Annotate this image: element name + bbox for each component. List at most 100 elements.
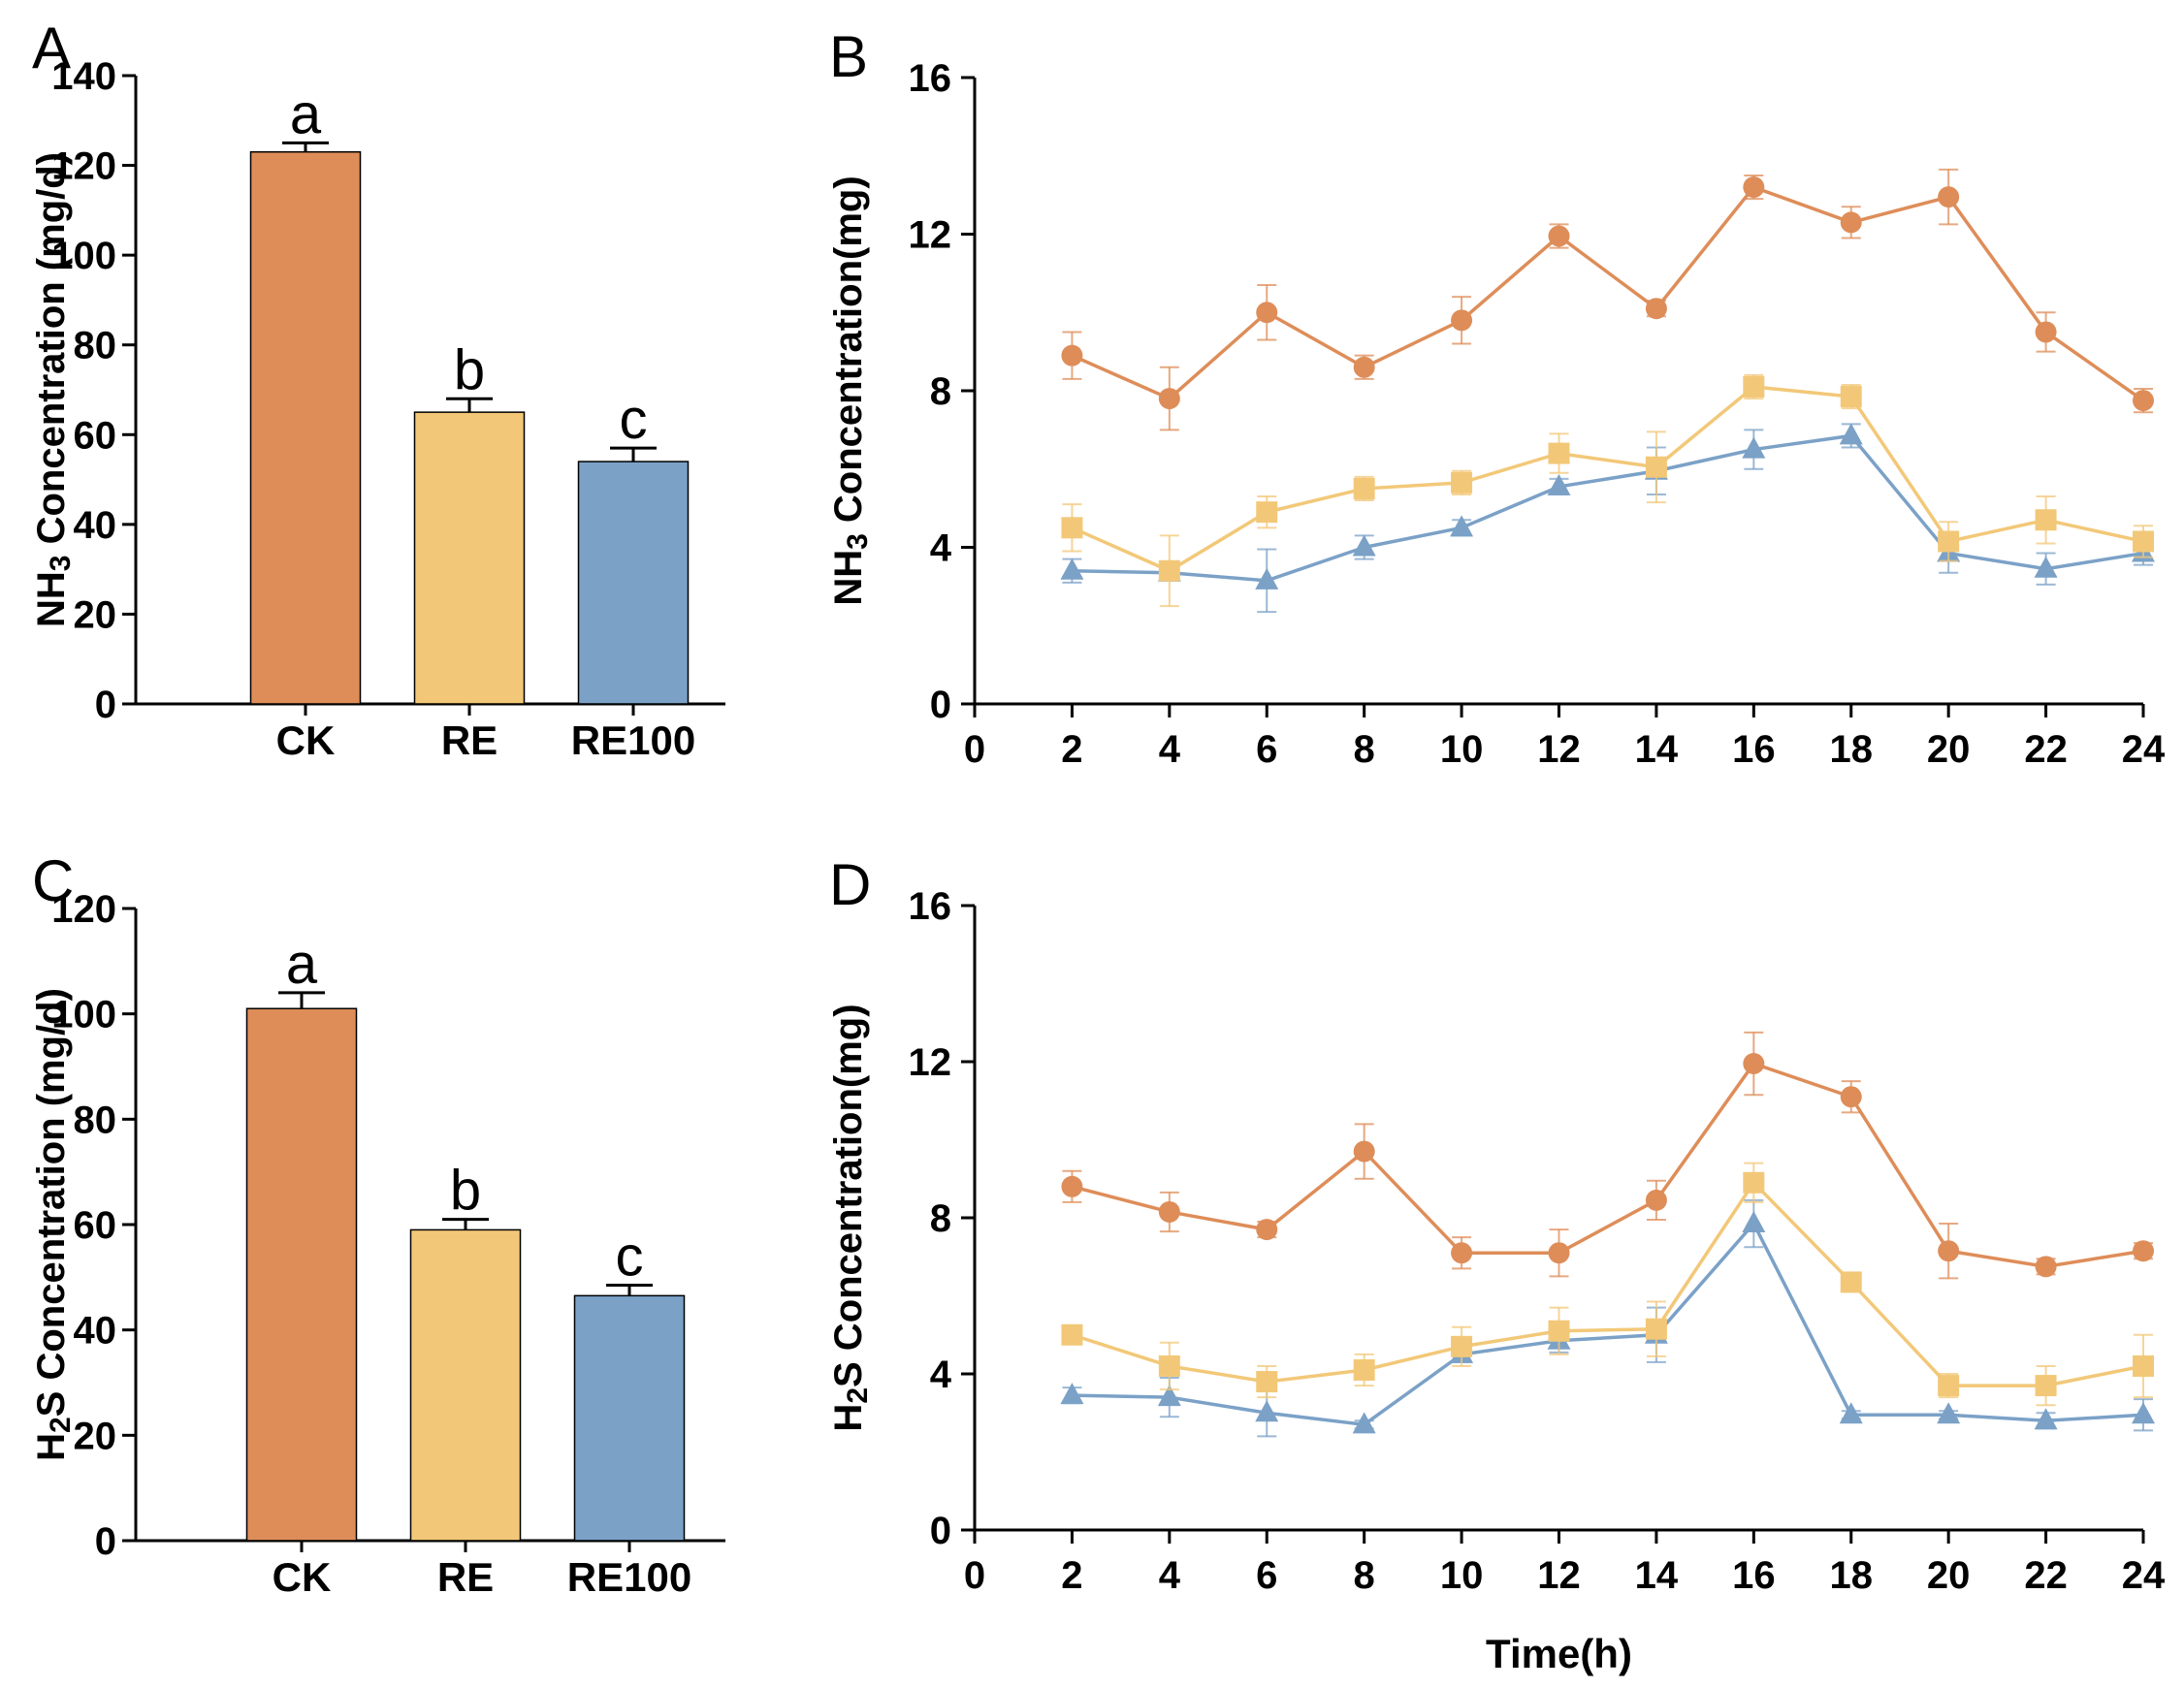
y-tick-label: 0 <box>95 684 116 726</box>
data-point <box>1060 1383 1084 1405</box>
data-point <box>1256 1371 1278 1393</box>
y-tick-label: 80 <box>74 1099 117 1141</box>
data-point <box>1938 186 1960 208</box>
panel-label: B <box>829 24 868 89</box>
data-point <box>1255 1400 1279 1422</box>
significance-letter: b <box>450 1160 481 1223</box>
data-point <box>2035 321 2057 343</box>
x-tick-label: 12 <box>1537 1554 1581 1597</box>
significance-letter: a <box>290 82 322 145</box>
data-point <box>1839 423 1863 445</box>
significance-letter: a <box>286 933 318 996</box>
x-tick-label: RE <box>437 1554 494 1600</box>
data-point <box>1061 517 1083 539</box>
x-tick-label: 24 <box>2122 728 2166 771</box>
panel-C: C 0 20 40 60 80 100 120 a CK b RE c RE100 H2S Concentr… <box>30 848 725 1600</box>
data-point <box>1840 1271 1862 1293</box>
series-line <box>1071 385 2144 573</box>
y-tick-label: 100 <box>51 235 116 277</box>
x-tick-label: CK <box>273 1554 332 1600</box>
data-point <box>2133 1240 2154 1262</box>
y-axis-title: NH3 Concentration(mg) <box>827 175 874 605</box>
data-point <box>1548 1242 1570 1264</box>
data-point <box>1061 1175 1083 1197</box>
data-point <box>1451 1242 1473 1264</box>
data-point <box>1353 356 1375 378</box>
data-point <box>1451 1335 1473 1357</box>
data-point <box>2133 530 2154 553</box>
x-tick-label: 14 <box>1635 728 1679 771</box>
data-point <box>1256 302 1278 324</box>
x-tick-label: 6 <box>1256 728 1277 771</box>
x-tick-label: 20 <box>1927 1554 1971 1597</box>
data-point <box>1157 1385 1181 1407</box>
x-tick-label: 4 <box>1159 728 1181 771</box>
data-point <box>1158 1354 1180 1377</box>
x-tick-label: 12 <box>1537 728 1581 771</box>
bar-RE <box>413 411 526 705</box>
x-tick-label: 10 <box>1440 1554 1484 1597</box>
y-tick-label: 40 <box>74 1310 117 1353</box>
y-tick-label: 16 <box>909 57 952 100</box>
data-point <box>1548 442 1570 464</box>
y-tick-label: 80 <box>74 325 117 367</box>
y-tick-label: 100 <box>51 994 116 1036</box>
x-tick-label: 4 <box>1159 1554 1181 1597</box>
series-RE100 <box>1060 423 2155 614</box>
series-line <box>1072 1220 2144 1427</box>
series-CK <box>1061 1031 2154 1280</box>
x-tick-label: 18 <box>1830 1554 1874 1597</box>
data-point <box>2035 509 2057 531</box>
y-tick-label: 40 <box>74 504 117 547</box>
data-point <box>1352 534 1376 557</box>
series-line <box>1071 1180 2144 1387</box>
data-point <box>1743 1053 1765 1075</box>
data-point <box>1451 471 1473 494</box>
significance-letter: b <box>454 338 485 401</box>
data-point <box>1742 436 1766 459</box>
data-point <box>1743 176 1765 199</box>
data-point <box>2133 390 2154 412</box>
series-RE <box>1061 373 2154 608</box>
x-tick-label: CK <box>276 717 336 763</box>
data-point <box>2132 1402 2155 1424</box>
y-axis-title: H2S Concentration (mg/d) <box>30 988 77 1461</box>
y-tick-label: 120 <box>51 888 116 931</box>
x-tick-label: RE100 <box>567 1554 691 1600</box>
data-point <box>1158 1200 1180 1223</box>
x-axis-title: Time(h) <box>1486 1631 1632 1676</box>
panel-A: A 0 20 40 60 80 100 120 140 a CK b RE c RE100 NH3 Conce… <box>30 16 725 763</box>
series-RE100 <box>1060 1198 2155 1438</box>
data-point <box>1060 558 1084 580</box>
x-tick-label: 18 <box>1830 728 1874 771</box>
panel-label: D <box>829 852 871 917</box>
x-tick-label: 22 <box>2024 728 2068 771</box>
y-tick-label: 4 <box>930 1354 952 1396</box>
y-tick-label: 120 <box>51 145 116 188</box>
data-point <box>1743 375 1765 398</box>
y-tick-label: 60 <box>74 1204 117 1247</box>
data-point <box>1839 1402 1863 1424</box>
x-tick-label: 14 <box>1635 1554 1679 1597</box>
y-tick-label: 60 <box>74 414 117 457</box>
series-CK <box>1061 168 2154 431</box>
data-point <box>1255 567 1279 590</box>
data-point <box>1938 1240 1960 1262</box>
data-point <box>1061 1323 1083 1346</box>
x-tick-label: 16 <box>1732 1554 1776 1597</box>
panel-label: A <box>32 16 71 80</box>
series-RE <box>1061 1162 2154 1407</box>
bar-CK <box>249 150 362 705</box>
data-point <box>2035 1375 2057 1397</box>
y-tick-label: 4 <box>930 527 952 570</box>
data-point <box>1352 1412 1376 1434</box>
y-tick-label: 0 <box>95 1520 116 1563</box>
bar-RE100 <box>573 1294 686 1542</box>
y-tick-label: 8 <box>930 370 951 413</box>
y-tick-label: 20 <box>74 593 117 636</box>
x-tick-label: 22 <box>2024 1554 2068 1597</box>
data-point <box>1548 1320 1570 1342</box>
data-point <box>1645 298 1667 320</box>
